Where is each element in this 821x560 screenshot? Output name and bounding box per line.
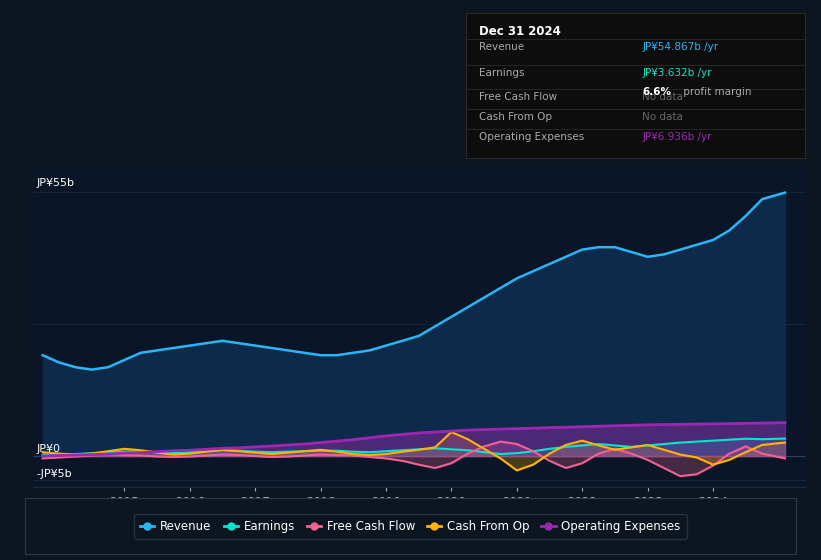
Text: -JP¥5b: -JP¥5b [36, 469, 71, 479]
Text: Earnings: Earnings [479, 68, 525, 78]
Text: JP¥3.632b /yr: JP¥3.632b /yr [642, 68, 712, 78]
Text: Revenue: Revenue [479, 42, 525, 52]
Text: Dec 31 2024: Dec 31 2024 [479, 25, 561, 38]
Text: profit margin: profit margin [680, 87, 751, 97]
Text: No data: No data [642, 112, 683, 122]
Text: JP¥55b: JP¥55b [36, 178, 74, 188]
Text: Free Cash Flow: Free Cash Flow [479, 91, 557, 101]
Text: JP¥6.936b /yr: JP¥6.936b /yr [642, 132, 712, 142]
Text: Operating Expenses: Operating Expenses [479, 132, 585, 142]
Text: JP¥54.867b /yr: JP¥54.867b /yr [642, 42, 718, 52]
Text: JP¥0: JP¥0 [36, 444, 60, 454]
Legend: Revenue, Earnings, Free Cash Flow, Cash From Op, Operating Expenses: Revenue, Earnings, Free Cash Flow, Cash … [135, 514, 686, 539]
Text: 6.6%: 6.6% [642, 87, 672, 97]
Text: Cash From Op: Cash From Op [479, 112, 552, 122]
Text: No data: No data [642, 91, 683, 101]
